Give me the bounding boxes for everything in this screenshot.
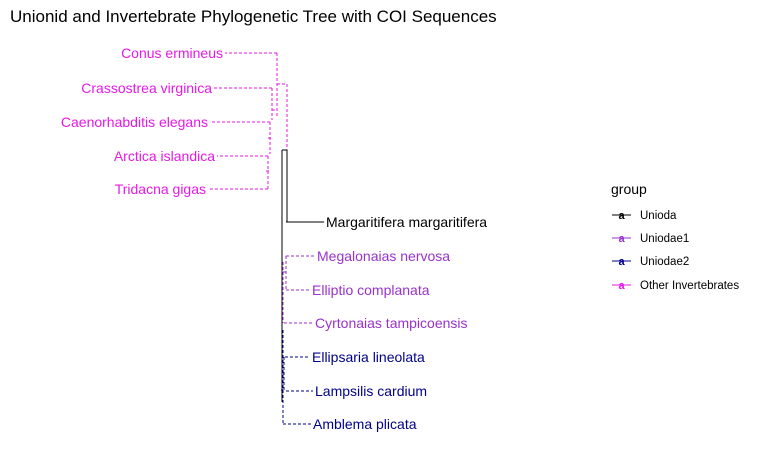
legend-label: Unioda bbox=[640, 210, 677, 222]
tip-label: Tridacna gigas bbox=[115, 181, 206, 197]
tip-label: Caenorhabditis elegans bbox=[61, 114, 208, 130]
tip-label: Elliptio complanata bbox=[312, 282, 430, 298]
tip-label: Arctica islandica bbox=[114, 148, 215, 164]
legend: group a Unioda a Uniodae1 a Uniodae2 a Other In… bbox=[611, 181, 739, 292]
tip-label: Ellipsaria lineolata bbox=[312, 349, 425, 365]
tip-label: Margaritifera margaritifera bbox=[326, 214, 487, 230]
legend-key-glyph: a bbox=[618, 233, 625, 245]
tip-label: Amblema plicata bbox=[313, 416, 417, 432]
legend-title: group bbox=[611, 181, 647, 197]
legend-key-glyph: a bbox=[618, 280, 625, 292]
tip-labels: Conus ermineus Crassostrea virginica Caeno… bbox=[61, 45, 487, 432]
tree-title: Unionid and Invertebrate Phylogenetic Tr… bbox=[10, 7, 497, 26]
legend-label: Uniodae1 bbox=[640, 233, 689, 245]
tip-label: Conus ermineus bbox=[121, 45, 223, 61]
legend-label: Other Invertebrates bbox=[640, 280, 739, 292]
tip-label: Lampsilis cardium bbox=[315, 383, 427, 399]
legend-key-glyph: a bbox=[618, 210, 625, 222]
tip-label: Cyrtonaias tampicoensis bbox=[315, 315, 468, 331]
tip-label: Crassostrea virginica bbox=[81, 80, 212, 96]
tree-branches bbox=[208, 52, 324, 425]
tip-label: Megalonaias nervosa bbox=[317, 248, 450, 264]
legend-key-glyph: a bbox=[618, 256, 625, 268]
legend-label: Uniodae2 bbox=[640, 256, 689, 268]
